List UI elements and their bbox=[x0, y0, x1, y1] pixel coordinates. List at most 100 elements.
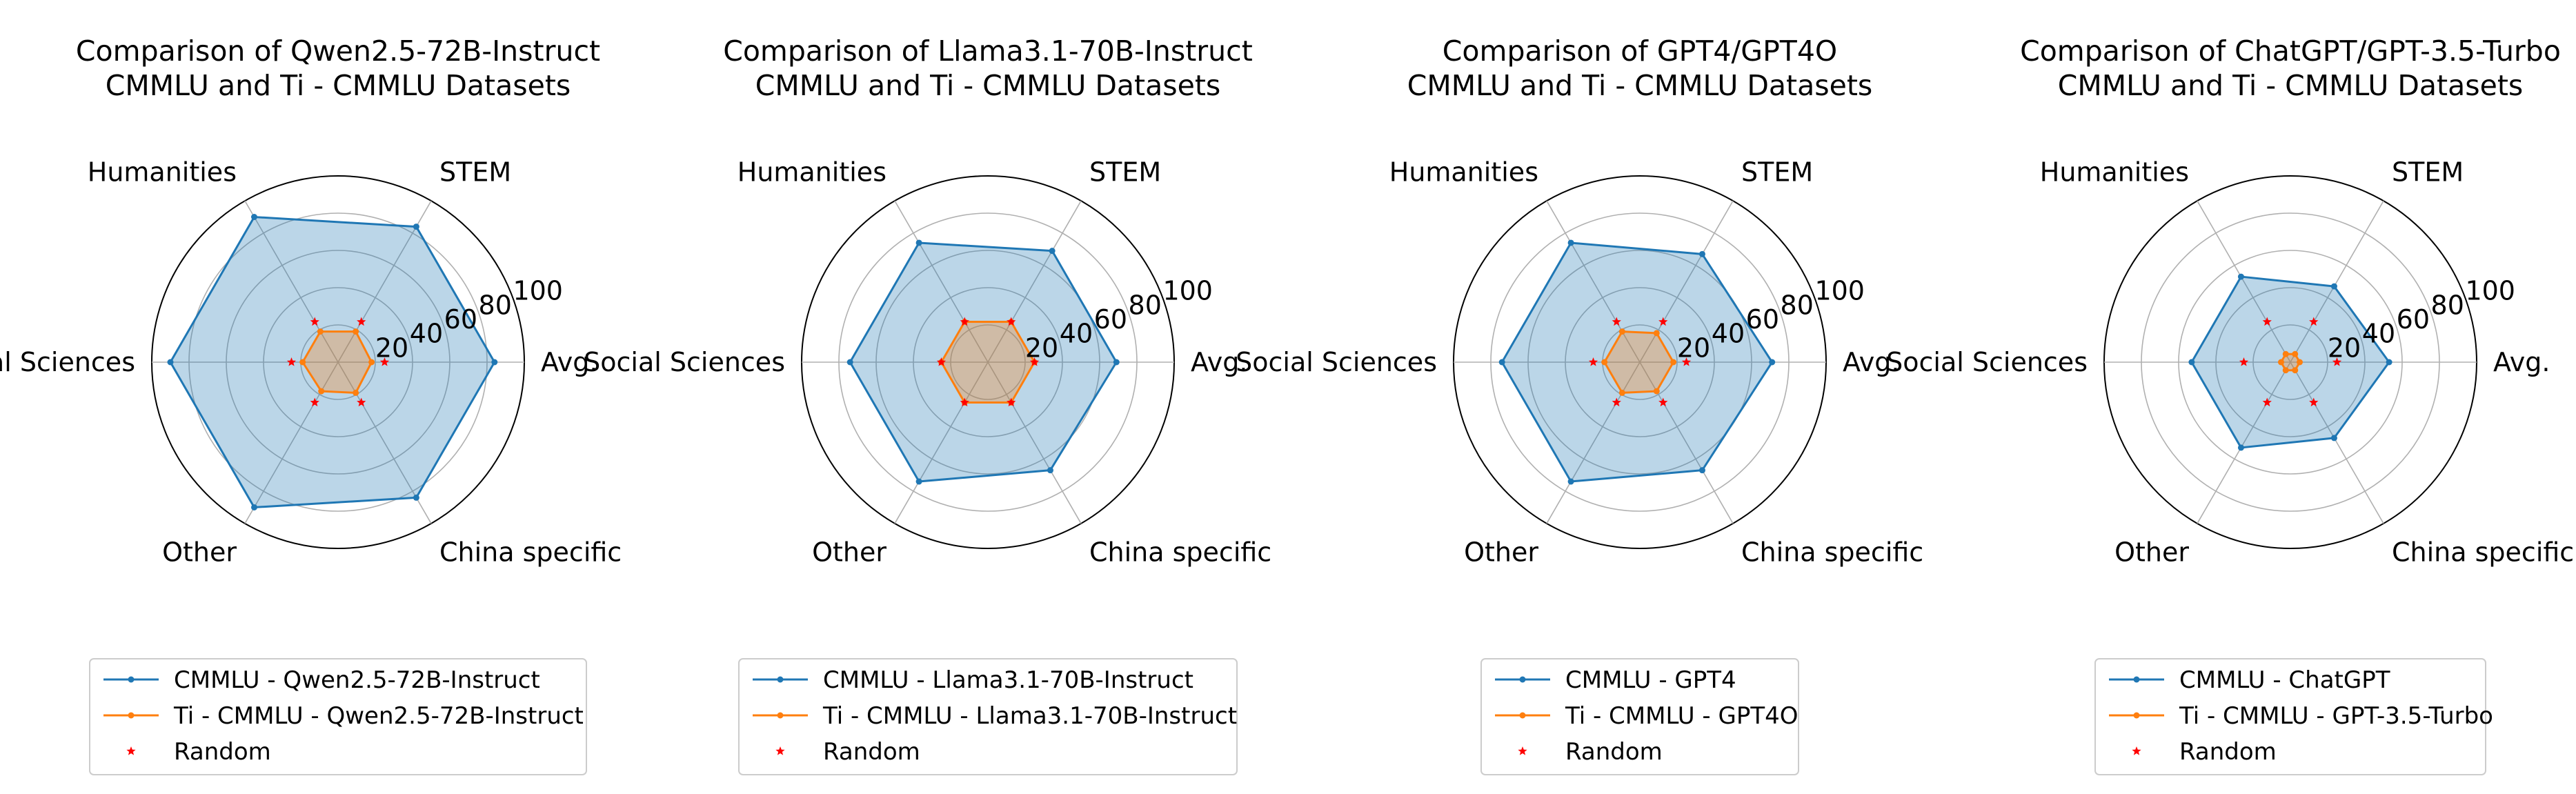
random-point-other bbox=[960, 397, 969, 407]
legend-marker bbox=[777, 676, 784, 683]
data-point-humanities bbox=[2282, 350, 2289, 357]
grid-spoke bbox=[1546, 200, 1641, 363]
data-point-stem bbox=[413, 224, 419, 230]
chart-title: Comparison of Llama3.1-70B-Instruct CMMLU… bbox=[723, 34, 1253, 102]
data-point-humanities bbox=[2237, 273, 2244, 280]
legend-entry-random: Random bbox=[2132, 738, 2277, 766]
legend-label: Random bbox=[2179, 738, 2277, 766]
data-point-stem bbox=[1049, 248, 1056, 255]
series-random bbox=[1588, 317, 1692, 407]
legend-entry-cmmlu-llama3-1-70b-instruct: CMMLU - Llama3.1-70B-Instruct bbox=[753, 666, 1193, 694]
data-point-stem bbox=[1653, 330, 1660, 337]
radar-chart-1: Comparison of Qwen2.5-72B-Instruct CMMLU … bbox=[0, 34, 622, 775]
legend-label: Ti - CMMLU - GPT-3.5-Turbo bbox=[2179, 702, 2493, 730]
legend-entry-ti-cmmlu-qwen2-5-72b-instruct: Ti - CMMLU - Qwen2.5-72B-Instruct bbox=[103, 702, 584, 730]
legend-label: Random bbox=[174, 738, 271, 766]
legend-entry-random: Random bbox=[126, 738, 271, 766]
legend-frame bbox=[2094, 658, 2486, 775]
legend: CMMLU - ChatGPT Ti - CMMLU - GPT-3.5-Turb… bbox=[2094, 658, 2493, 775]
r-tick-label: 40 bbox=[410, 319, 443, 349]
r-tick-label: 100 bbox=[1814, 276, 1865, 306]
random-point-avg bbox=[379, 357, 390, 366]
data-point-humanities bbox=[251, 214, 257, 221]
grid-spoke bbox=[2197, 200, 2291, 363]
series-cmmlu-llama3-1-70b-instruct bbox=[846, 239, 1120, 485]
legend-entry-random: Random bbox=[775, 738, 920, 766]
data-point-stem bbox=[2292, 350, 2299, 357]
random-point-stem bbox=[357, 317, 366, 326]
data-point-china-specific bbox=[353, 389, 359, 396]
legend-marker bbox=[1518, 746, 1527, 755]
legend-marker bbox=[777, 712, 784, 719]
random-point-china-specific bbox=[2309, 397, 2319, 407]
axis-label-other: Other bbox=[1464, 537, 1538, 568]
data-point-social-sciences bbox=[2278, 359, 2284, 366]
series-cmmlu-qwen2-5-72b-instruct bbox=[167, 214, 498, 510]
legend-label: Ti - CMMLU - GPT4O bbox=[1565, 702, 1799, 730]
data-point-other bbox=[1567, 478, 1574, 485]
grid-spoke bbox=[244, 200, 339, 363]
data-point-china-specific bbox=[413, 494, 419, 501]
data-point-other bbox=[915, 478, 922, 485]
random-point-stem bbox=[1007, 317, 1016, 326]
random-point-china-specific bbox=[1658, 397, 1668, 407]
random-point-other bbox=[310, 397, 319, 407]
data-point-humanities bbox=[915, 239, 922, 246]
grid-spoke bbox=[2197, 361, 2291, 524]
legend-marker bbox=[2132, 746, 2141, 755]
axis-label-other: Other bbox=[162, 537, 237, 568]
random-point-other bbox=[2262, 397, 2272, 407]
series-ti-cmmlu-gpt-3-5-turbo bbox=[2278, 350, 2303, 374]
axis-label-social-sciences: Social Sciences bbox=[1236, 347, 1437, 377]
axis-label-social-sciences: Social Sciences bbox=[0, 347, 135, 377]
axis-label-avg: Avg. bbox=[541, 347, 597, 377]
r-tick-label: 80 bbox=[2431, 290, 2464, 320]
axis-label-other: Other bbox=[2114, 537, 2189, 568]
data-point-china-specific bbox=[2292, 367, 2299, 374]
legend-frame bbox=[89, 658, 587, 775]
r-tick-label: 20 bbox=[2328, 333, 2361, 363]
legend-entry-ti-cmmlu-gpt-3-5-turbo: Ti - CMMLU - GPT-3.5-Turbo bbox=[2109, 702, 2493, 730]
r-tick-label: 40 bbox=[1060, 319, 1093, 349]
legend-entry-cmmlu-gpt4: CMMLU - GPT4 bbox=[1495, 666, 1736, 694]
data-point-stem bbox=[353, 328, 359, 335]
r-tick-label: 60 bbox=[1094, 304, 1127, 335]
data-point-avg bbox=[368, 359, 375, 366]
grid-spoke bbox=[987, 200, 1082, 363]
r-tick-label: 20 bbox=[1677, 333, 1710, 363]
axis-label-stem: STEM bbox=[2392, 157, 2464, 187]
data-point-other bbox=[2237, 444, 2244, 451]
series-random bbox=[286, 317, 390, 407]
data-point-humanities bbox=[317, 328, 324, 335]
radar-chart-4: Comparison of ChatGPT/GPT-3.5-Turbo CMMLU… bbox=[1886, 34, 2574, 775]
random-point-china-specific bbox=[1007, 397, 1016, 407]
radar-chart-2: Comparison of Llama3.1-70B-Instruct CMMLU… bbox=[584, 34, 1271, 775]
axis-label-stem: STEM bbox=[1741, 157, 1813, 187]
axis-label-stem: STEM bbox=[439, 157, 511, 187]
data-point-avg bbox=[1670, 359, 1677, 366]
grid-spoke bbox=[2290, 361, 2384, 524]
data-point-china-specific bbox=[1653, 388, 1660, 395]
axis-label-china-specific: China specific bbox=[1741, 537, 1923, 568]
r-tick-label: 20 bbox=[1025, 333, 1058, 363]
random-point-humanities bbox=[310, 317, 319, 326]
legend-entry-ti-cmmlu-gpt4o: Ti - CMMLU - GPT4O bbox=[1495, 702, 1799, 730]
r-tick-label: 100 bbox=[2465, 276, 2515, 306]
data-point-china-specific bbox=[1698, 467, 1705, 474]
r-tick-label: 40 bbox=[1712, 319, 1745, 349]
legend-marker bbox=[775, 746, 785, 755]
legend-entry-random: Random bbox=[1518, 738, 1663, 766]
random-point-stem bbox=[2309, 317, 2319, 326]
data-point-avg bbox=[2386, 359, 2392, 366]
axis-label-stem: STEM bbox=[1089, 157, 1161, 187]
data-point-avg bbox=[1113, 359, 1120, 366]
data-point-social-sciences bbox=[167, 359, 174, 366]
legend-frame bbox=[1480, 658, 1799, 775]
r-tick-label: 60 bbox=[1746, 304, 1779, 335]
data-point-social-sciences bbox=[2188, 359, 2195, 366]
data-point-social-sciences bbox=[299, 359, 306, 366]
legend-marker bbox=[2133, 712, 2140, 719]
axis-label-humanities: Humanities bbox=[2040, 157, 2189, 187]
r-tick-label: 100 bbox=[1162, 276, 1213, 306]
